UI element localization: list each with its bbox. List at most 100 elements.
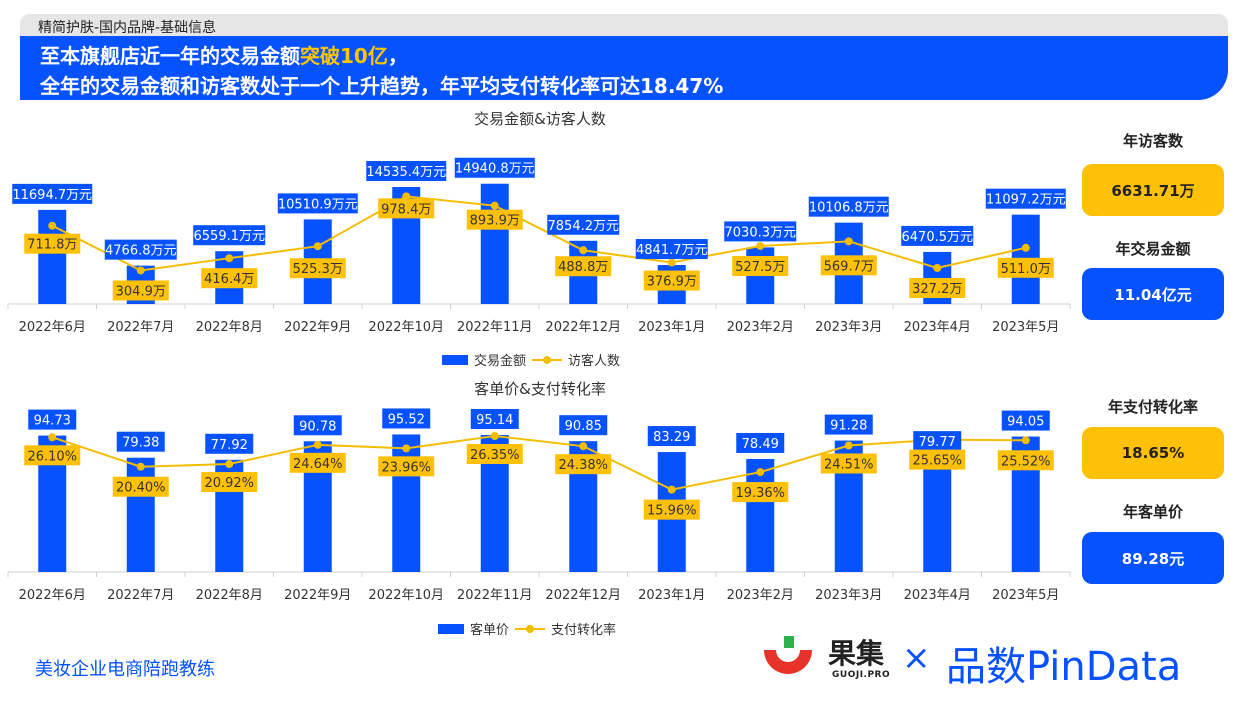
line-data-label: 511.0万 (1001, 262, 1051, 277)
x-tick-label: 2022年10月 (368, 588, 444, 603)
line-data-label: 20.40% (116, 481, 166, 496)
bar-data-label-bg (205, 433, 254, 454)
line-point (933, 264, 942, 273)
line-point (579, 246, 588, 255)
bar-data-label: 95.52 (388, 412, 425, 427)
line-data-label-bg (24, 445, 81, 466)
kpi-aov-label: 年客单价 (1122, 503, 1183, 521)
line-point (313, 242, 322, 251)
line-data-label: 527.5万 (735, 260, 785, 275)
x-tick-label: 2023年2月 (727, 588, 794, 603)
bar-data-label-bg (913, 431, 962, 452)
line-data-label-bg (378, 456, 435, 477)
x-tick-label: 2022年8月 (196, 588, 263, 603)
line-point (225, 254, 234, 263)
line-data-label-bg (820, 255, 877, 276)
bar-data-label-bg (985, 188, 1066, 209)
bar-data-label-bg (382, 408, 431, 429)
line-data-label: 24.38% (558, 458, 608, 473)
bar-data-label-bg (193, 225, 266, 246)
line-data-label: 25.65% (912, 454, 962, 469)
line-data-label: 488.8万 (558, 260, 608, 275)
headline-part-b: ， (387, 44, 408, 68)
bar-data-label: 78.49 (742, 437, 779, 452)
kpi-aov-value: 89.28元 (1082, 532, 1224, 584)
bar-data-label-bg (293, 415, 342, 436)
x-tick-label: 2023年1月 (638, 588, 705, 603)
coach-tagline: 美妆企业电商陪跑教练 (35, 659, 215, 680)
line-point (1021, 243, 1030, 252)
bar (923, 457, 952, 572)
line-data-label-bg (201, 268, 258, 289)
line-data-label: 978.4万 (381, 202, 431, 217)
line-data-label-bg (732, 255, 789, 276)
bar-data-label: 77.92 (211, 438, 248, 453)
line-data-label: 525.3万 (293, 262, 343, 277)
line-data-label-bg (732, 482, 789, 503)
line-data-label: 24.51% (824, 457, 874, 472)
x-tick-label: 2022年8月 (196, 320, 263, 335)
x-tick-label: 2022年6月 (19, 320, 86, 335)
bar-data-label-bg (277, 193, 358, 214)
bar-data-label: 14535.4万元 (366, 165, 446, 180)
bar (126, 457, 155, 572)
line-data-label-bg (643, 499, 700, 520)
line-point (1021, 436, 1030, 445)
bar-data-label: 94.05 (1007, 415, 1044, 430)
line-point (667, 485, 676, 494)
legend-bar-swatch (438, 623, 464, 634)
bar (392, 434, 421, 572)
x-tick-label: 2022年10月 (368, 320, 444, 335)
chart1-legend: 交易金额 访客人数 (442, 350, 620, 369)
line-data-label-bg (24, 233, 81, 254)
headline-line-1: 至本旗舰店近一年的交易金额突破10亿， (40, 40, 408, 69)
legend-bar-label: 交易金额 (474, 354, 527, 369)
line-data-label: 304.9万 (116, 284, 166, 299)
bar-data-label-bg (470, 408, 519, 429)
x-tick-label: 2023年2月 (727, 320, 794, 335)
line-point (48, 433, 57, 442)
line-data-label: 19.36% (735, 486, 785, 501)
x-tick-label: 2022年9月 (284, 588, 351, 603)
x-tick-label: 2022年11月 (457, 320, 533, 335)
line-point (48, 221, 57, 230)
line-data-label: 327.2万 (912, 282, 962, 297)
bar-data-label: 7854.2万元 (548, 219, 620, 234)
headline-line-2: 全年的交易金额和访客数处于一个上升趋势，年平均支付转化率可达18.47% (40, 74, 724, 98)
line-data-label-bg (909, 278, 966, 299)
bar-data-label-bg (366, 161, 447, 182)
line-point (402, 444, 411, 453)
line-point (136, 266, 145, 275)
gmv-visitors-chart: 11694.7万元 4766.8万元 6559.1万元 10510.9万元 14535.… (7, 157, 1071, 335)
legend-line-label: 访客人数 (568, 354, 621, 369)
bar-data-label: 90.85 (565, 419, 602, 434)
bar-data-label-bg (1001, 410, 1050, 431)
line-data-label-bg (378, 198, 435, 219)
line-data-label-bg (112, 476, 169, 497)
bar-data-label: 4841.7万元 (636, 243, 708, 258)
pindata-logo-text: 品数PinData (946, 644, 1182, 690)
line-data-label-bg (643, 270, 700, 291)
bar-data-label-bg (559, 415, 608, 436)
legend-bar-label: 客单价 (470, 623, 510, 638)
bar-data-label-bg (454, 157, 535, 178)
line-data-label: 26.35% (470, 448, 520, 463)
chart1-title: 交易金额&访客人数 (474, 110, 606, 128)
line-data-label: 893.9万 (470, 214, 520, 229)
kpi-visitors-label: 年访客数 (1122, 132, 1183, 150)
bar-data-label: 79.38 (122, 436, 159, 451)
bar-data-label-bg (647, 426, 696, 447)
x-tick-label: 2023年5月 (992, 320, 1059, 335)
header-breadcrumb-bar: 精简护肤-国内品牌-基础信息 (20, 14, 1228, 38)
line-point (136, 462, 145, 471)
bar-data-label: 6470.5万元 (902, 230, 974, 245)
legend-line-swatch (532, 355, 563, 365)
aov-conversion-chart: 94.73 79.38 77.92 90.78 95.52 95.14 90.85 83.29… (7, 408, 1071, 603)
bar-data-label-bg (808, 196, 889, 217)
line-data-label-bg (112, 280, 169, 301)
line-point (490, 201, 499, 210)
legend-line-label: 支付转化率 (551, 623, 617, 638)
bar-data-label: 91.28 (830, 419, 867, 434)
guoji-logo-text: 果集 (828, 637, 885, 670)
bar-data-label: 14940.8万元 (455, 162, 535, 177)
